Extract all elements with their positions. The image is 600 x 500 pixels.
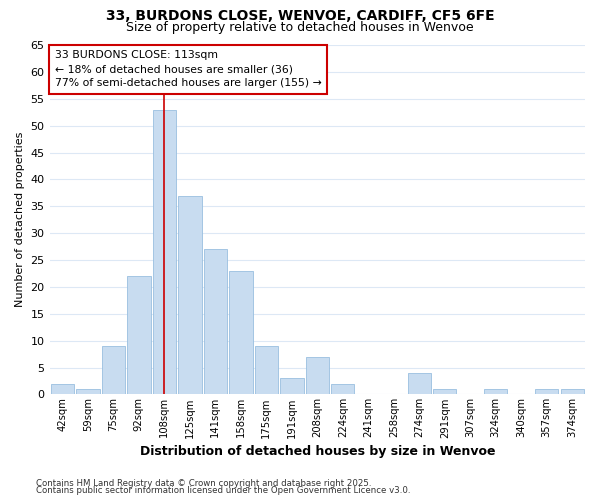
Bar: [254, 346, 278, 395]
Text: Contains public sector information licensed under the Open Government Licence v3: Contains public sector information licen…: [36, 486, 410, 495]
Bar: [535, 389, 559, 394]
Bar: [203, 250, 227, 394]
Bar: [127, 276, 151, 394]
Bar: [76, 389, 100, 394]
Y-axis label: Number of detached properties: Number of detached properties: [15, 132, 25, 308]
Bar: [484, 389, 508, 394]
Bar: [280, 378, 304, 394]
Bar: [433, 389, 457, 394]
Bar: [560, 389, 584, 394]
Text: Size of property relative to detached houses in Wenvoe: Size of property relative to detached ho…: [126, 21, 474, 34]
Bar: [407, 373, 431, 394]
Text: Contains HM Land Registry data © Crown copyright and database right 2025.: Contains HM Land Registry data © Crown c…: [36, 478, 371, 488]
Bar: [152, 110, 176, 395]
Text: 33, BURDONS CLOSE, WENVOE, CARDIFF, CF5 6FE: 33, BURDONS CLOSE, WENVOE, CARDIFF, CF5 …: [106, 9, 494, 23]
Bar: [305, 357, 329, 395]
Bar: [229, 271, 253, 394]
Text: 33 BURDONS CLOSE: 113sqm
← 18% of detached houses are smaller (36)
77% of semi-d: 33 BURDONS CLOSE: 113sqm ← 18% of detach…: [55, 50, 322, 88]
Bar: [101, 346, 125, 395]
X-axis label: Distribution of detached houses by size in Wenvoe: Distribution of detached houses by size …: [140, 444, 495, 458]
Bar: [50, 384, 74, 394]
Bar: [178, 196, 202, 394]
Bar: [331, 384, 355, 394]
